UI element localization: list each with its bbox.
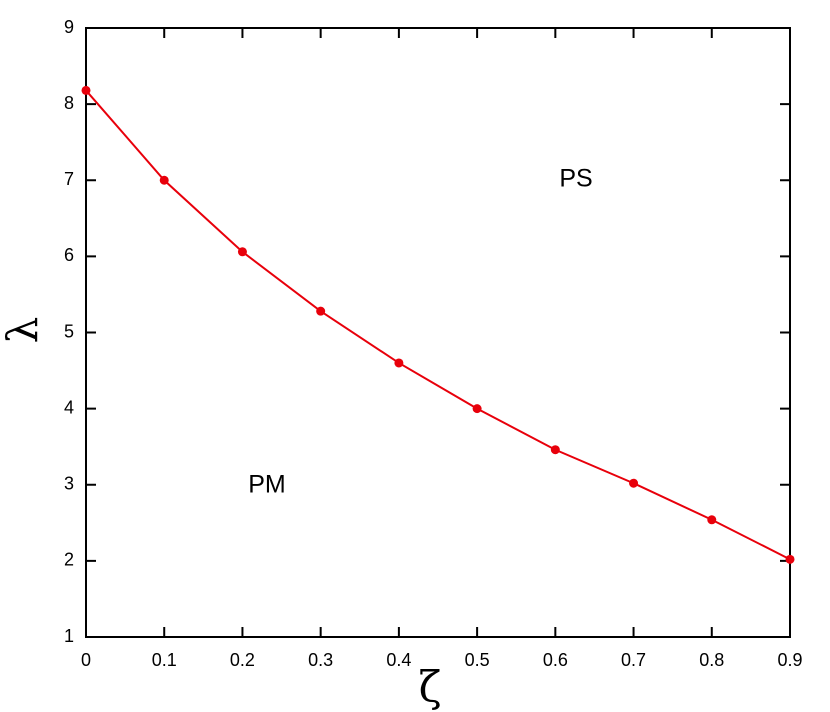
y-tick-label: 1 xyxy=(64,626,74,646)
x-tick-label: 0.6 xyxy=(543,650,568,670)
annotation: PS xyxy=(559,165,592,193)
x-tick-label: 0.4 xyxy=(386,650,411,670)
point xyxy=(394,358,404,368)
y-tick-label: 3 xyxy=(64,474,74,494)
point xyxy=(472,404,482,414)
x-tick-label: 0.7 xyxy=(621,650,646,670)
annotation: PM xyxy=(248,471,286,499)
x-tick-label: 0.9 xyxy=(777,650,802,670)
y-tick-label: 2 xyxy=(64,550,74,570)
y-tick-label: 6 xyxy=(64,245,74,265)
x-tick-label: 0 xyxy=(81,650,91,670)
point xyxy=(81,85,91,95)
y-tick-label: 5 xyxy=(64,321,74,341)
y-axis-label: λ xyxy=(0,317,47,344)
x-tick-label: 0.1 xyxy=(152,650,177,670)
x-tick-label: 0.3 xyxy=(308,650,333,670)
y-tick-label: 4 xyxy=(64,397,74,417)
y-tick-label: 7 xyxy=(64,169,74,189)
point xyxy=(785,554,795,564)
point xyxy=(237,247,247,257)
y-tick-label: 8 xyxy=(64,93,74,113)
x-tick-label: 0.2 xyxy=(230,650,255,670)
point xyxy=(159,175,169,185)
plot-frame xyxy=(85,27,791,638)
line xyxy=(85,89,791,561)
x-tick-label: 0.5 xyxy=(465,650,490,670)
point xyxy=(316,306,326,316)
point xyxy=(707,515,717,525)
point xyxy=(629,478,639,488)
x-axis-label: ζ xyxy=(419,662,442,711)
x-tick-label: 0.8 xyxy=(699,650,724,670)
point xyxy=(550,445,560,455)
y-tick-label: 9 xyxy=(64,17,74,37)
